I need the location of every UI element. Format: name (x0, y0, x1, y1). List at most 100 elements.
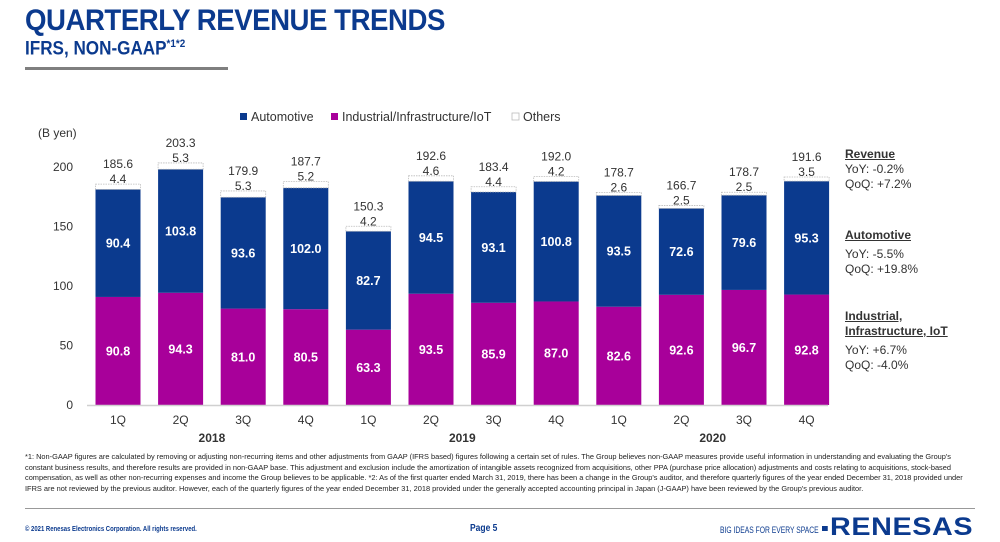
legend-swatch-icon (511, 112, 520, 121)
bar-segment-industrial-infrastructure-iot (408, 293, 454, 405)
total-value-label: 178.7 (729, 165, 759, 179)
bar-segment-others (345, 225, 392, 232)
page-subtitle: IFRS, NON-GAAP*1*2 (25, 38, 185, 60)
stacked-bar-chart: Automotive Industrial/Infrastructure/IoT O… (38, 110, 830, 445)
bar-value-label: 95.3 (794, 231, 818, 245)
bar-segment-others (95, 183, 141, 190)
legend-label: Industrial/Infrastructure/IoT (342, 110, 492, 124)
page-title: QUARTERLY REVENUE TRENDS (25, 4, 445, 37)
bar-value-label: 90.4 (106, 237, 130, 251)
others-value-label: 4.4 (110, 172, 127, 186)
subtitle-text: IFRS, NON-GAAP (25, 38, 167, 60)
legend-label: Automotive (251, 110, 314, 124)
others-value-label: 4.6 (423, 164, 440, 178)
footnote: *1: Non-GAAP figures are calculated by r… (25, 452, 963, 493)
x-tick-label: 1Q (110, 413, 126, 427)
bar-segment-automotive (721, 195, 767, 290)
bar-segment-automotive (471, 191, 517, 303)
bar-value-label: 79.6 (732, 236, 756, 250)
bar-segment-industrial-infrastructure-iot (471, 302, 517, 405)
tagline: BIG IDEAS FOR EVERY SPACE (720, 525, 819, 535)
others-value-label: 5.3 (235, 179, 252, 193)
x-tick-label: 2Q (173, 413, 189, 427)
renesas-logo: RENESAS (822, 513, 973, 542)
y-tick-label: 50 (60, 339, 74, 353)
bar-segment-industrial-infrastructure-iot (533, 301, 579, 405)
bar-value-label: 87.0 (544, 347, 568, 361)
automotive-heading: Automotive (845, 228, 911, 242)
others-value-label: 5.3 (172, 151, 189, 165)
bar-value-label: 90.8 (106, 344, 130, 358)
bar-value-label: 81.0 (231, 350, 255, 364)
bar-value-label: 93.6 (231, 246, 255, 260)
x-tick-label: 4Q (799, 413, 815, 427)
x-tick-label: 2Q (673, 413, 689, 427)
x-tick-label: 3Q (486, 413, 502, 427)
bar-segment-others (595, 191, 642, 196)
bar-value-label: 93.1 (481, 241, 505, 255)
bar-value-label: 63.3 (356, 361, 380, 375)
bar-segment-others (157, 162, 204, 170)
y-axis-ticks: 0 50 100 150 200 (53, 160, 73, 412)
others-value-label: 4.4 (485, 175, 502, 189)
bar-segment-others (220, 190, 267, 198)
bar-value-label: 92.8 (794, 343, 818, 357)
y-axis-label: (B yen) (38, 126, 77, 140)
bar-value-label: 72.6 (669, 245, 693, 259)
bar-segment-automotive (784, 181, 830, 295)
bar-value-label: 102.0 (290, 242, 321, 256)
bar-value-label: 93.5 (419, 343, 443, 357)
subtitle-footnote-ref: *1*2 (166, 38, 186, 50)
revenue-yoy: YoY: -0.2% (845, 162, 904, 176)
total-value-label: 192.0 (541, 150, 571, 164)
automotive-yoy: YoY: -5.5% (845, 247, 904, 261)
bar-value-label: 100.8 (541, 235, 572, 249)
bar-segment-automotive (158, 169, 204, 293)
industrial-summary: Industrial, Infrastructure, IoT YoY: +6.… (845, 309, 965, 373)
bar-segment-industrial-infrastructure-iot (345, 329, 391, 405)
bar-segment-others (721, 191, 767, 196)
bar-segment-others (783, 176, 830, 182)
total-value-label: 187.7 (291, 155, 321, 169)
x-axis-ticks: 1Q 2Q 3Q 4Q 1Q 2Q 3Q 4Q 1Q 2Q 3Q 4Q 2018 2019 2020 (110, 413, 815, 445)
x-tick-label: 4Q (298, 413, 314, 427)
x-group-label: 2019 (449, 431, 476, 445)
legend-swatch-icon (331, 113, 338, 120)
others-value-label: 5.2 (297, 170, 314, 184)
bar-value-label: 80.5 (294, 351, 318, 365)
total-value-label: 203.3 (166, 136, 196, 150)
total-value-label: 185.6 (103, 157, 133, 171)
total-value-label: 192.6 (416, 149, 446, 163)
bar-value-label: 103.8 (165, 225, 196, 239)
bar-segment-automotive (596, 195, 642, 307)
others-value-label: 2.6 (610, 180, 627, 194)
bar-segment-others (533, 176, 580, 182)
bar-value-label: 92.6 (669, 343, 693, 357)
industrial-heading: Industrial, Infrastructure, IoT (845, 309, 948, 338)
total-value-label: 191.6 (792, 150, 822, 164)
industrial-yoy: YoY: +6.7% (845, 343, 907, 357)
bar-segment-industrial-infrastructure-iot (784, 294, 830, 405)
bar-segment-others (408, 175, 454, 182)
bar-segment-automotive (345, 231, 391, 330)
bar-segment-industrial-infrastructure-iot (220, 308, 266, 405)
bar-segment-automotive (283, 187, 329, 310)
bar-segment-industrial-infrastructure-iot (658, 294, 704, 405)
bars: 90.890.44.4185.694.3103.85.3203.381.093.… (95, 136, 830, 405)
copyright: © 2021 Renesas Electronics Corporation. … (25, 526, 197, 533)
revenue-heading: Revenue (845, 147, 896, 161)
automotive-summary: Automotive YoY: -5.5% QoQ: +19.8% (845, 228, 918, 277)
others-value-label: 2.5 (673, 193, 690, 207)
revenue-qoq: QoQ: +7.2% (845, 177, 912, 191)
x-group-label: 2020 (699, 431, 726, 445)
x-tick-label: 4Q (548, 413, 564, 427)
x-tick-label: 1Q (360, 413, 376, 427)
others-value-label: 4.2 (360, 214, 377, 228)
total-value-label: 183.4 (479, 160, 509, 174)
total-value-label: 150.3 (353, 199, 383, 213)
bar-segment-automotive (220, 197, 266, 309)
others-value-label: 3.5 (798, 165, 815, 179)
legend-label: Others (523, 110, 561, 124)
bar-segment-industrial-infrastructure-iot (596, 306, 642, 405)
bar-value-label: 93.5 (607, 245, 631, 259)
